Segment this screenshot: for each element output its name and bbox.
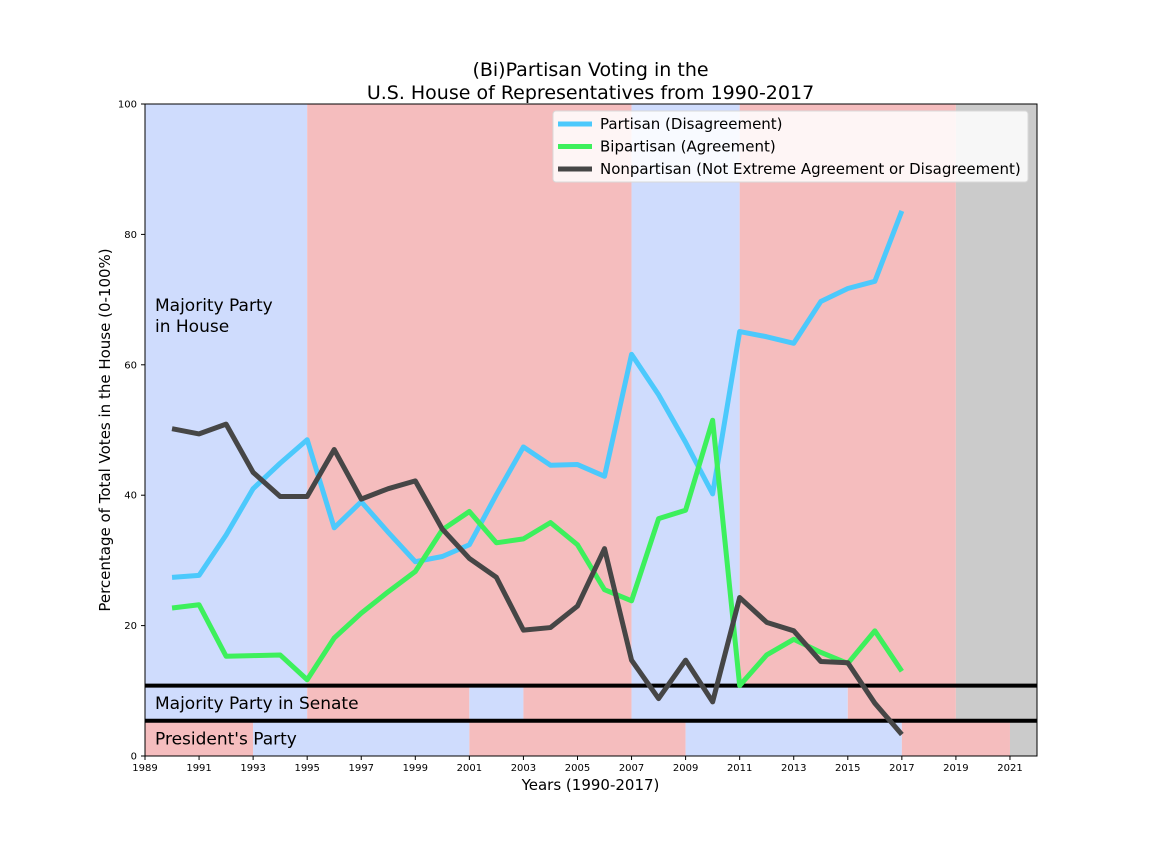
legend-label-1: Bipartisan (Agreement) xyxy=(600,138,776,156)
y-tick-label-0: 0 xyxy=(131,752,137,763)
series-line-2 xyxy=(171,421,904,737)
y-tick-label-3: 60 xyxy=(124,360,137,371)
senate-band-4 xyxy=(631,685,848,721)
legend-label-0: Partisan (Disagreement) xyxy=(600,115,783,133)
x-tick-label-14: 2017 xyxy=(889,763,914,774)
house-band-4 xyxy=(955,104,1037,686)
y-tick-label-5: 100 xyxy=(118,100,137,111)
x-tick-label-8: 2005 xyxy=(565,763,590,774)
x-tick-label-7: 2003 xyxy=(511,763,536,774)
x-tick-label-4: 1997 xyxy=(349,763,374,774)
legend: Partisan (Disagreement) Bipartisan (Agree… xyxy=(552,110,1029,183)
senate-band-2 xyxy=(469,685,524,721)
president-label: President's Party xyxy=(155,729,297,749)
x-tick-label-12: 2013 xyxy=(781,763,806,774)
x-axis-label: Years (1990-2017) xyxy=(521,776,660,794)
party-bands xyxy=(145,104,1037,756)
series-line-1 xyxy=(171,417,904,689)
x-tick-label-3: 1995 xyxy=(294,763,319,774)
president-band-4 xyxy=(901,720,1010,756)
y-tick-label-1: 20 xyxy=(124,621,137,632)
house-band-2 xyxy=(631,104,740,686)
house-label-line-0: Majority Party xyxy=(155,296,273,316)
axis-ticks: 1989 1991 1993 1995 1997 1999 2001 2003 2005 2007… xyxy=(118,100,1023,775)
senate-band-6 xyxy=(955,685,1037,721)
senate-band-3 xyxy=(523,685,632,721)
chart-title-line-2: U.S. House of Representatives from 1990-… xyxy=(367,82,814,104)
house-label-line-1: in House xyxy=(155,317,229,337)
president-band-1 xyxy=(253,720,470,756)
x-tick-label-16: 2021 xyxy=(997,763,1022,774)
president-band-2 xyxy=(469,720,686,756)
y-tick-label-2: 40 xyxy=(124,491,137,502)
x-tick-label-2: 1993 xyxy=(240,763,265,774)
senate-band-1 xyxy=(307,685,470,721)
axes-frame xyxy=(144,103,1038,757)
x-tick-label-11: 2011 xyxy=(727,763,752,774)
chart-title-line-1: (Bi)Partisan Voting in the xyxy=(472,59,708,81)
plot-frame xyxy=(144,103,1038,757)
president-band-3 xyxy=(685,720,902,756)
president-band-0 xyxy=(145,720,254,756)
x-tick-label-9: 2007 xyxy=(619,763,644,774)
x-tick-label-15: 2019 xyxy=(943,763,968,774)
legend-label-2: Nonpartisan (Not Extreme Agreement or Di… xyxy=(600,160,1021,178)
x-tick-label-10: 2009 xyxy=(673,763,698,774)
series-line-0 xyxy=(171,210,905,580)
x-tick-label-1: 1991 xyxy=(186,763,211,774)
president-band-5 xyxy=(1009,720,1037,756)
y-axis-label: Percentage of Total Votes in the House (… xyxy=(96,248,114,611)
y-tick-label-4: 80 xyxy=(124,230,137,241)
senate-label: Majority Party in Senate xyxy=(155,694,359,714)
senate-band-0 xyxy=(145,685,308,721)
x-tick-label-0: 1989 xyxy=(132,763,157,774)
x-tick-label-6: 2001 xyxy=(457,763,482,774)
legend-box xyxy=(552,110,1029,183)
house-band-1 xyxy=(307,104,632,686)
x-tick-label-5: 1999 xyxy=(403,763,428,774)
x-tick-label-13: 2015 xyxy=(835,763,860,774)
series-lines xyxy=(171,210,905,737)
house-band-0 xyxy=(145,104,308,686)
house-band-3 xyxy=(739,104,956,686)
